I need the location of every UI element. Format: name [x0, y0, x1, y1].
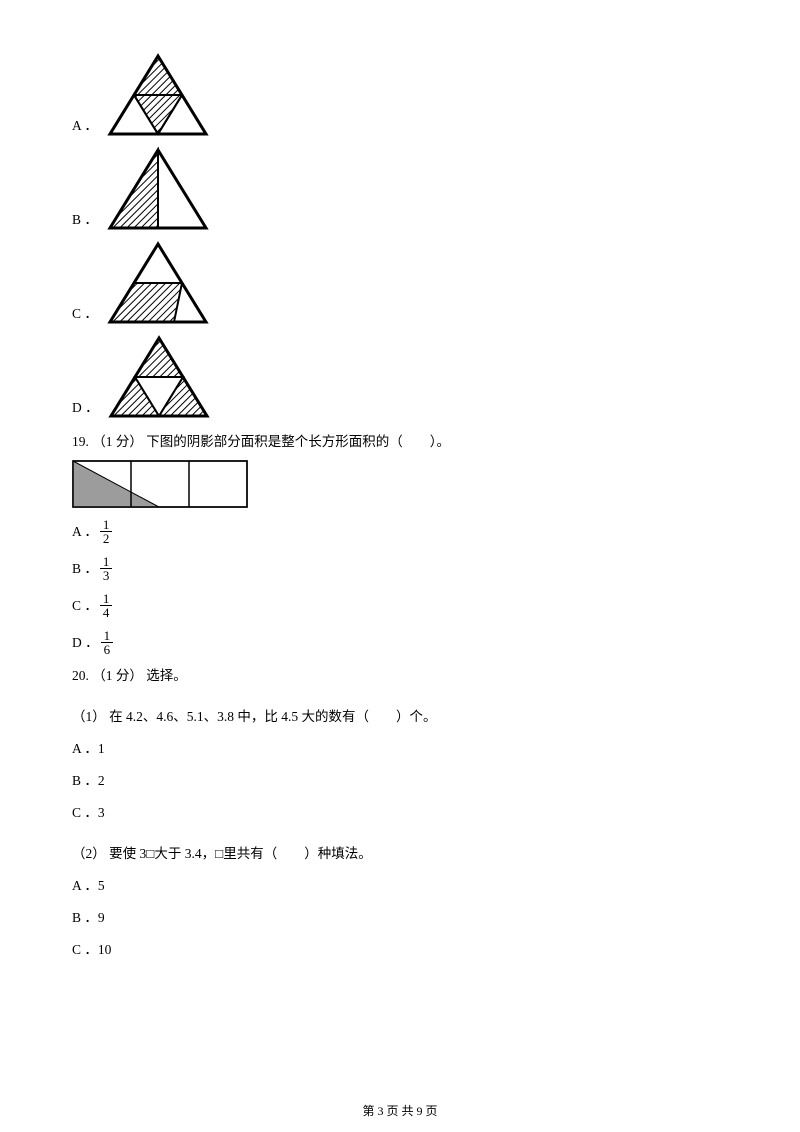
document-page: A ． B ． C ． [0, 0, 800, 1132]
fraction-denominator: 2 [100, 531, 113, 545]
fraction-icon: 1 6 [101, 629, 114, 656]
q19-c-label: C ． [72, 596, 98, 616]
option-b-triangle: B ． [72, 144, 728, 234]
q19-text: 19. （1 分） 下图的阴影部分面积是整个长方形面积的（ ）。 [72, 432, 728, 452]
option-a-triangle: A ． [72, 50, 728, 140]
q20-sub2-text: （2） 要使 3□大于 3.4，□里共有（ ）种填法。 [72, 844, 728, 864]
option-c-triangle: C ． [72, 238, 728, 328]
option-d-label: D ． [72, 398, 99, 422]
q19-rectangle-icon [72, 460, 248, 508]
fraction-denominator: 4 [100, 605, 113, 619]
fraction-numerator: 1 [100, 592, 113, 605]
fraction-icon: 1 4 [100, 592, 113, 619]
q19-option-d: D ． 1 6 [72, 629, 728, 656]
triangle-b-icon [104, 144, 212, 234]
q20-sub2-c: C ．10 [72, 940, 728, 960]
q19-d-label: D ． [72, 633, 99, 653]
q20-sub1-a: A ．1 [72, 739, 728, 759]
q19-a-label: A ． [72, 522, 98, 542]
fraction-numerator: 1 [100, 555, 113, 568]
option-c-label: C ． [72, 304, 98, 328]
fraction-icon: 1 3 [100, 555, 113, 582]
q19-option-b: B ． 1 3 [72, 555, 728, 582]
q20-sub1-c: C ．3 [72, 803, 728, 823]
triangle-d-icon [105, 332, 213, 422]
q20-sub1-text: （1） 在 4.2、4.6、5.1、3.8 中，比 4.5 大的数有（ ）个。 [72, 707, 728, 727]
triangle-a-icon [104, 50, 212, 140]
q20-sub2-a: A ．5 [72, 876, 728, 896]
q19-b-label: B ． [72, 559, 98, 579]
option-d-triangle: D ． [72, 332, 728, 422]
q19-option-c: C ． 1 4 [72, 592, 728, 619]
q20-sub2-b: B ．9 [72, 908, 728, 928]
fraction-numerator: 1 [101, 629, 114, 642]
page-footer: 第 3 页 共 9 页 [0, 1102, 800, 1120]
option-a-label: A ． [72, 116, 98, 140]
q20-text: 20. （1 分） 选择。 [72, 666, 728, 686]
fraction-numerator: 1 [100, 518, 113, 531]
fraction-icon: 1 2 [100, 518, 113, 545]
fraction-denominator: 6 [101, 642, 114, 656]
q19-option-a: A ． 1 2 [72, 518, 728, 545]
option-b-label: B ． [72, 210, 98, 234]
fraction-denominator: 3 [100, 568, 113, 582]
q20-sub1-b: B ．2 [72, 771, 728, 791]
triangle-c-icon [104, 238, 212, 328]
